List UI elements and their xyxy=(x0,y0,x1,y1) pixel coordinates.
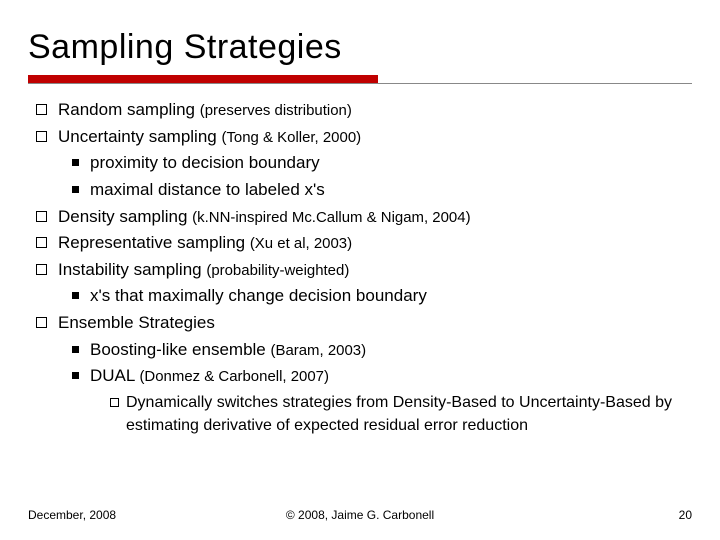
bullet-l1: Density sampling (k.NN-inspired Mc.Callu… xyxy=(28,205,692,230)
bullet-l1: Instability sampling (probability-weight… xyxy=(28,258,692,283)
slide-footer: December, 2008 © 2008, Jaime G. Carbonel… xyxy=(28,508,692,522)
bullet-l2: maximal distance to labeled x's xyxy=(28,178,692,203)
bullet-paren: (Xu et al, 2003) xyxy=(250,235,352,252)
bullet-l3: Dynamically switches strategies from Den… xyxy=(28,391,692,437)
bullet-text: DUAL xyxy=(90,366,139,385)
bullet-text: Representative sampling xyxy=(58,233,250,252)
bullet-l1: Random sampling (preserves distribution) xyxy=(28,98,692,123)
bullet-text: Density sampling xyxy=(58,207,192,226)
bullet-text: Random sampling xyxy=(58,100,200,119)
bullet-paren: (Donmez & Carbonell, 2007) xyxy=(139,368,329,385)
bullet-paren: (k.NN-inspired Mc.Callum & Nigam, 2004) xyxy=(192,209,470,226)
thin-rule xyxy=(28,83,692,84)
bullet-text: Uncertainty sampling xyxy=(58,127,221,146)
bullet-l2: Boosting-like ensemble (Baram, 2003) xyxy=(28,338,692,363)
bullet-text: Boosting-like ensemble xyxy=(90,340,270,359)
bullet-l1: Uncertainty sampling (Tong & Koller, 200… xyxy=(28,125,692,150)
footer-copyright: © 2008, Jaime G. Carbonell xyxy=(286,508,434,522)
footer-page-number: 20 xyxy=(679,508,692,522)
bullet-paren: (preserves distribution) xyxy=(200,102,352,119)
bullet-paren: (Tong & Koller, 2000) xyxy=(221,129,361,146)
bullet-l2: x's that maximally change decision bound… xyxy=(28,284,692,309)
bullet-l1: Ensemble Strategies xyxy=(28,311,692,336)
title-rule xyxy=(28,75,692,84)
bullet-text: Instability sampling xyxy=(58,260,206,279)
bullet-paren: (probability-weighted) xyxy=(206,262,349,279)
footer-date: December, 2008 xyxy=(28,508,116,522)
bullet-l1: Representative sampling (Xu et al, 2003) xyxy=(28,231,692,256)
slide-title: Sampling Strategies xyxy=(28,28,692,67)
accent-bar xyxy=(28,75,378,83)
slide: Sampling Strategies Random sampling (pre… xyxy=(0,0,720,540)
bullet-l2: proximity to decision boundary xyxy=(28,151,692,176)
content-body: Random sampling (preserves distribution)… xyxy=(28,98,692,437)
bullet-paren: (Baram, 2003) xyxy=(270,342,366,359)
bullet-l2: DUAL (Donmez & Carbonell, 2007) xyxy=(28,364,692,389)
